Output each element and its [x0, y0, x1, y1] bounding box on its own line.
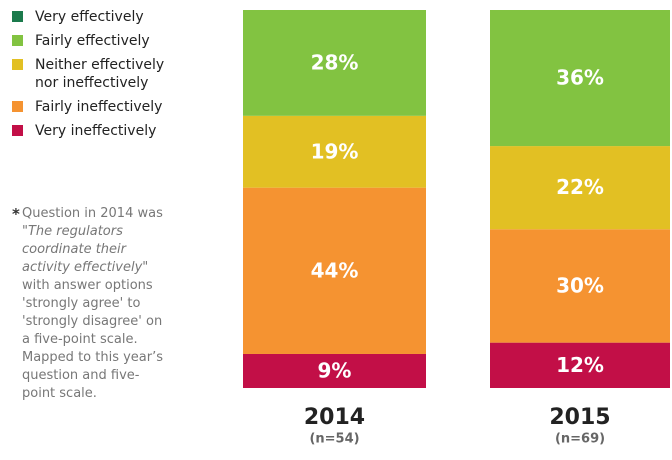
legend-label: Very ineffectively: [35, 123, 157, 139]
legend: Very effectively Fairly effectively Neithe…: [12, 8, 212, 146]
legend-label: Neither effectively nor ineffectively: [35, 57, 165, 91]
bar-segment: [490, 229, 670, 343]
sample-size: (n=69): [555, 432, 605, 447]
footnote-text: Question in 2014 was ": [22, 206, 163, 239]
footnote: * Question in 2014 was "The regulators co…: [12, 205, 172, 403]
legend-label: Fairly ineffectively: [35, 99, 163, 115]
legend-item: Fairly effectively: [12, 32, 212, 50]
legend-item: Neither effectively nor ineffectively: [12, 56, 212, 92]
data-label: 44%: [311, 258, 359, 282]
footnote-marker: *: [12, 205, 20, 223]
x-tick-label: 2015: [549, 405, 610, 430]
data-label: 28%: [311, 50, 359, 74]
data-label: 30%: [556, 273, 604, 297]
data-label: 36%: [556, 66, 604, 90]
bar-segment: [243, 187, 426, 354]
legend-swatch: [12, 101, 23, 112]
bar-segment: [490, 342, 670, 388]
legend-swatch: [12, 125, 23, 136]
data-label: 12%: [556, 353, 604, 377]
x-tick-label: 2014: [304, 405, 365, 430]
legend-item: Very ineffectively: [12, 122, 212, 140]
bar-segment: [243, 10, 426, 116]
legend-swatch: [12, 59, 23, 70]
legend-item: Fairly ineffectively: [12, 98, 212, 116]
sample-size: (n=54): [309, 432, 359, 447]
legend-label: Very effectively: [35, 9, 144, 25]
bar-segment: [490, 10, 670, 147]
legend-item: Very effectively: [12, 8, 212, 26]
data-label: 9%: [318, 358, 352, 382]
bar-segment: [490, 146, 670, 230]
legend-swatch: [12, 11, 23, 22]
footnote-text: " with answer options 'strongly agree' t…: [22, 260, 164, 401]
legend-swatch: [12, 35, 23, 46]
legend-label: Fairly effectively: [35, 33, 150, 49]
bar-segment: [243, 115, 426, 188]
footnote-quote: The regulators coordinate their activity…: [22, 224, 143, 275]
bar-segment: [243, 353, 426, 388]
data-label: 22%: [556, 175, 604, 199]
data-label: 19%: [311, 139, 359, 163]
